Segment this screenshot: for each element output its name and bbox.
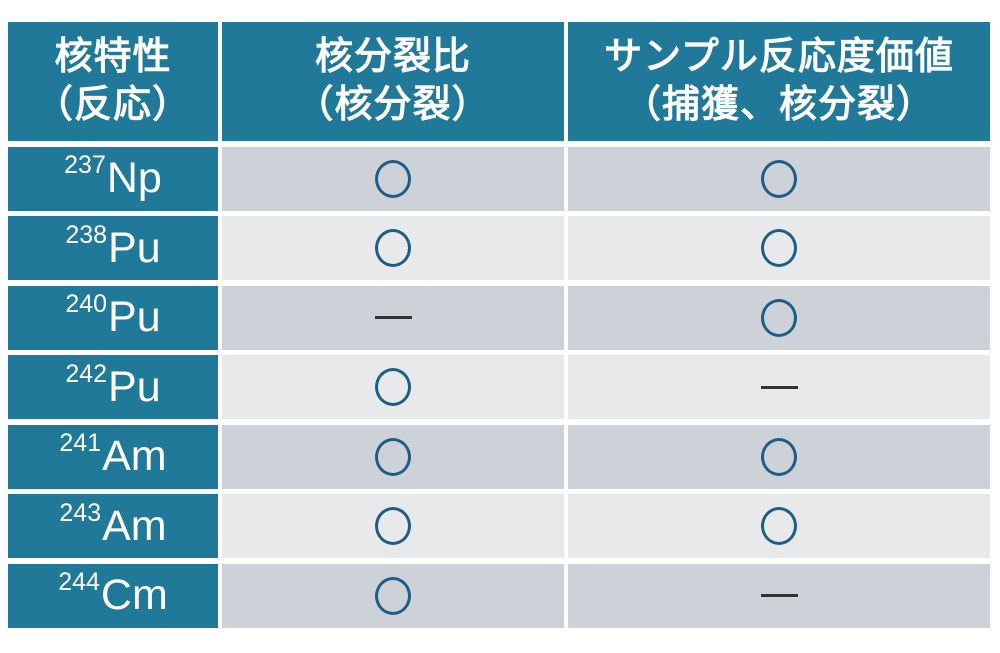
header-line: サンプル反応度価値 [604, 35, 954, 78]
element-symbol: Am [102, 501, 167, 550]
header-line: （捕獲、核分裂） [622, 83, 935, 126]
row-label-244cm: 244 Cm [8, 563, 218, 628]
header-cell-nuclear-characteristic: 核特性 （反応） [8, 22, 218, 141]
header-line: 核特性 [54, 35, 172, 78]
mark-icon [375, 576, 411, 615]
cell-fission-ratio [222, 285, 564, 350]
mass-number: 242 [65, 359, 108, 388]
element-symbol: Am [102, 432, 167, 480]
mark-icon [375, 229, 411, 267]
element-symbol: Pu [108, 362, 161, 411]
mass-number: 241 [59, 429, 102, 457]
mass-number: 237 [64, 151, 106, 179]
mass-number: 238 [65, 220, 108, 249]
cell-reactivity-worth [568, 355, 990, 419]
cell-reactivity-worth [568, 424, 990, 489]
mark-icon [761, 298, 797, 337]
cell-fission-ratio [222, 146, 564, 211]
cell-reactivity-worth [568, 146, 990, 211]
cell-fission-ratio [222, 355, 564, 419]
mass-number: 244 [58, 568, 100, 596]
element-symbol: Pu [108, 293, 161, 341]
mass-number: 243 [59, 498, 102, 527]
header-line: 核分裂比 [314, 35, 471, 78]
element-symbol: Pu [108, 223, 161, 272]
mark-icon [761, 437, 797, 476]
cell-reactivity-worth [568, 494, 990, 558]
table-grid: 核特性 （反応） 核分裂比 （核分裂） サンプル反応度価値 （捕獲、核分裂） 2… [8, 22, 990, 628]
header-cell-sample-reactivity-worth: サンプル反応度価値 （捕獲、核分裂） [568, 22, 990, 141]
element-symbol: Np [106, 154, 162, 202]
row-label-237np: 237 Np [8, 146, 218, 211]
cell-reactivity-worth [568, 563, 990, 628]
row-label-238pu: 238 Pu [8, 216, 218, 280]
mark-icon [760, 385, 798, 389]
mark-icon [375, 159, 411, 198]
element-symbol: Cm [100, 571, 168, 619]
cell-fission-ratio [222, 424, 564, 489]
isotope-table: 核特性 （反応） 核分裂比 （核分裂） サンプル反応度価値 （捕獲、核分裂） 2… [8, 22, 990, 628]
row-label-241am: 241 Am [8, 424, 218, 489]
cell-fission-ratio [222, 216, 564, 280]
header-line: （反応） [34, 83, 191, 126]
cell-reactivity-worth [568, 216, 990, 280]
cell-reactivity-worth [568, 285, 990, 350]
mark-icon [375, 507, 411, 545]
mark-icon [761, 159, 797, 198]
mass-number: 240 [65, 290, 108, 318]
mark-icon [374, 316, 412, 319]
header-line: （核分裂） [295, 83, 491, 126]
row-label-240pu: 240 Pu [8, 285, 218, 350]
mark-icon [760, 594, 798, 597]
cell-fission-ratio [222, 494, 564, 558]
mark-icon [761, 507, 797, 545]
row-label-243am: 243 Am [8, 494, 218, 558]
cell-fission-ratio [222, 563, 564, 628]
row-label-242pu: 242 Pu [8, 355, 218, 419]
mark-icon [761, 229, 797, 267]
mark-icon [375, 437, 411, 476]
mark-icon [375, 368, 411, 406]
header-cell-fission-ratio: 核分裂比 （核分裂） [222, 22, 564, 141]
